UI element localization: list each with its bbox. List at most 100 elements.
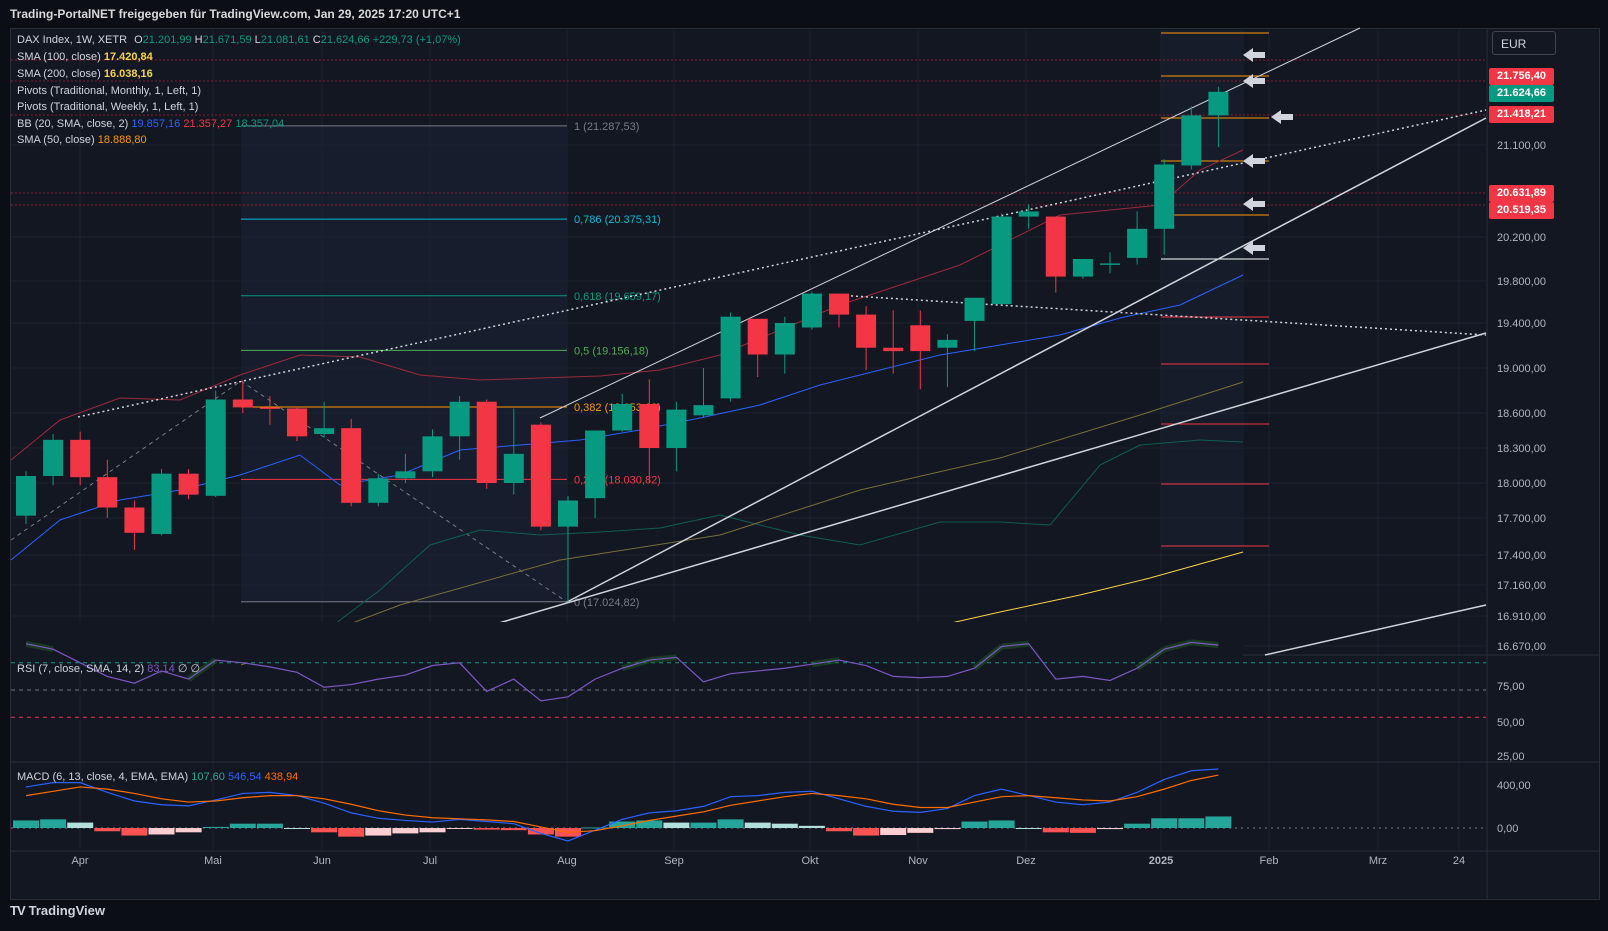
candle-body xyxy=(666,409,687,448)
candle-body xyxy=(910,325,931,352)
trendline-dashed-left xyxy=(10,380,242,541)
price-axis-tick: 18.600,00 xyxy=(1497,408,1546,420)
time-axis-tick: Apr xyxy=(71,855,88,867)
macd-histogram-bar xyxy=(1097,828,1123,830)
price-tag-pivot1: 20.631,89 xyxy=(1489,185,1554,202)
bb-label: BB (20, SMA, close, 2) xyxy=(17,118,129,130)
share-header: Trading-PortalNET freigegeben für Tradin… xyxy=(0,0,1608,28)
candle-body xyxy=(991,216,1012,305)
macd-histogram-bar xyxy=(202,826,229,828)
pivot-zone xyxy=(1161,30,1244,550)
footer-brand-label: TradingView xyxy=(28,903,105,918)
macd-histogram-bar xyxy=(392,828,419,834)
macd-histogram-bar xyxy=(609,821,636,828)
macd-histogram-bar xyxy=(284,828,310,829)
fib-level-label: 0,786 (20.375,31) xyxy=(574,214,661,226)
legend-h-label: H xyxy=(194,34,203,46)
candle-body xyxy=(1100,263,1120,265)
legend-rsi[interactable]: RSI (7, close, SMA, 14, 2) 83,14 ∅ ∅ xyxy=(17,662,200,676)
macd-histogram-bar xyxy=(988,820,1015,828)
legend-macd[interactable]: MACD (6, 13, close, 4, EMA, EMA) 107,60 … xyxy=(17,770,298,784)
price-tag-last: 21.624,66 xyxy=(1489,85,1554,102)
macd-histogram-bar xyxy=(1151,818,1178,828)
grid-lines xyxy=(11,30,1486,850)
rsi-extra: ∅ ∅ xyxy=(177,663,201,675)
candle-body xyxy=(937,339,958,348)
candle-body xyxy=(747,318,768,355)
candle-body xyxy=(178,473,199,495)
trendline-support-low xyxy=(1264,604,1487,656)
price-axis-tick: 17.400,00 xyxy=(1497,550,1546,562)
time-axis-tick: Feb xyxy=(1260,855,1279,867)
legend-high: 21.671,59 xyxy=(202,34,252,46)
footer-brand[interactable]: TV TradingView xyxy=(10,903,105,918)
candle-body xyxy=(530,424,551,527)
fib-zone xyxy=(241,125,567,602)
trendline-support-mid xyxy=(389,332,1487,656)
macd-histogram-bar xyxy=(880,828,907,836)
legend-pivots-monthly[interactable]: Pivots (Traditional, Monthly, 1, Left, 1… xyxy=(17,84,201,98)
macd-histogram-bar xyxy=(338,828,365,837)
sma100-value: 17.420,84 xyxy=(103,51,153,63)
macd-histogram-bar xyxy=(826,828,852,832)
sma50-label: SMA (50, close) xyxy=(17,134,95,146)
price-axis-tick: 19.000,00 xyxy=(1497,363,1546,375)
time-axis-tick: 2025 xyxy=(1149,855,1173,867)
sma50-line xyxy=(240,381,1244,666)
time-axis-tick: Mrz xyxy=(1369,855,1387,867)
sma200-value: 16.038,16 xyxy=(103,68,153,80)
macd-hist-value: 107,60 xyxy=(191,771,225,783)
macd-histogram-bar xyxy=(365,828,392,836)
price-axis-tick: 21.100,00 xyxy=(1497,140,1546,152)
macd-signal-value: 438,94 xyxy=(264,771,299,783)
macd-histogram-bar xyxy=(798,825,825,828)
time-axis-tick: Jun xyxy=(313,855,331,867)
macd-histogram-bar xyxy=(1042,828,1069,833)
candle-body xyxy=(232,399,253,408)
legend-sma100[interactable]: SMA (100, close) 17.420,84 xyxy=(17,50,153,64)
rsi-line xyxy=(25,641,1219,702)
candle-body xyxy=(97,477,118,508)
macd-histogram-bar xyxy=(94,828,121,832)
currency-button[interactable]: EUR xyxy=(1492,31,1556,55)
macd-histogram-bar xyxy=(717,819,744,828)
arrow-left-icon xyxy=(1243,197,1265,211)
candle-body xyxy=(693,405,714,416)
fib-level-label: 0 (17.024,82) xyxy=(574,597,639,609)
legend-pivots-weekly[interactable]: Pivots (Traditional, Weekly, 1, Left, 1) xyxy=(17,100,198,114)
candle-body xyxy=(964,297,985,321)
macd-histogram-bar xyxy=(1124,823,1151,828)
price-axis-tick: 16.670,00 xyxy=(1497,641,1546,653)
legend-sma200[interactable]: SMA (200, close) 16.038,16 xyxy=(17,67,153,81)
macd-histogram-bar xyxy=(582,827,609,829)
time-axis-tick: Dez xyxy=(1016,855,1036,867)
candle-body xyxy=(422,436,443,472)
sma50-value: 18.888,80 xyxy=(97,134,147,146)
legend-symbol[interactable]: DAX Index, 1W, XETR xyxy=(17,34,128,46)
candle-body xyxy=(341,428,362,503)
macd-histogram-bar xyxy=(1178,818,1205,828)
rsi-label: RSI (7, close, SMA, 14, 2) xyxy=(17,663,145,675)
legend-sma50[interactable]: SMA (50, close) 18.888,80 xyxy=(17,133,147,147)
macd-histogram-bar xyxy=(229,823,256,828)
macd-histogram-bar xyxy=(175,828,202,833)
legend-bb[interactable]: BB (20, SMA, close, 2) 19.857,16 21.357,… xyxy=(17,117,284,131)
sma200-label: SMA (200, close) xyxy=(17,68,101,80)
bb-mid: 19.857,16 xyxy=(131,118,181,130)
share-title: Trading-PortalNET freigegeben für Tradin… xyxy=(10,7,461,21)
macd-histogram-bar xyxy=(771,823,798,828)
candle-body xyxy=(883,347,904,352)
legend-open: 21.201,99 xyxy=(142,34,192,46)
macd-histogram-bar xyxy=(121,828,148,836)
price-tag-pivot2: 20.519,35 xyxy=(1489,202,1554,219)
candle-body xyxy=(801,293,822,328)
rsi-bg xyxy=(11,622,1243,663)
macd-signal-line xyxy=(25,774,1219,833)
macd-histogram-bar xyxy=(311,828,338,833)
pivots-monthly-label: Pivots (Traditional, Monthly, 1, Left, 1… xyxy=(17,85,202,97)
candle-body xyxy=(70,439,91,478)
candle-body xyxy=(395,471,416,479)
macd-histogram-bar xyxy=(473,828,500,830)
legend-main[interactable]: DAX Index, 1W, XETR O21.201,99 H21.671,5… xyxy=(17,33,461,47)
